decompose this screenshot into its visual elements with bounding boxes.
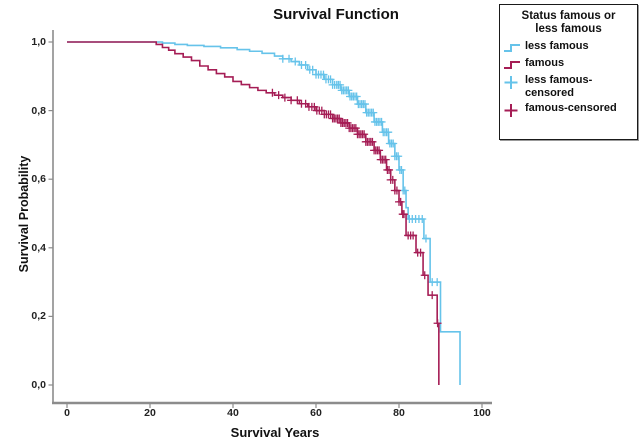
legend-entry-less-famous: less famous [503, 40, 634, 55]
x-tick-label: 20 [144, 407, 156, 419]
legend-label: famous [525, 57, 565, 70]
censored-mark [433, 319, 442, 328]
censored-mark [394, 152, 403, 161]
censored-mark [409, 231, 418, 240]
legend-entry-less-famous-censored: less famous-censored [503, 74, 634, 99]
censored-mark [344, 86, 353, 95]
censored-mark [268, 88, 277, 97]
censored-mark [291, 57, 300, 66]
y-tick-label: 0,8 [31, 105, 46, 117]
censored-mark [343, 118, 352, 127]
legend-title-line1: Status famous or [521, 10, 616, 22]
censored-mark [421, 234, 430, 243]
censored-mark [420, 271, 429, 280]
censored-mark [399, 210, 408, 219]
chart-title: Survival Function [273, 6, 399, 23]
censored-mark [377, 117, 386, 126]
censored-mark [285, 54, 294, 63]
censored-mark [351, 124, 360, 133]
censored-mark [418, 214, 427, 223]
x-axis-title: Survival Years [230, 425, 320, 440]
legend-title: Status famous or less famous [503, 10, 634, 36]
y-tick-label: 0,6 [31, 173, 46, 185]
censored-mark [400, 186, 409, 195]
censored-mark [388, 175, 397, 184]
y-tick-label: 0,4 [31, 242, 46, 254]
censored-mark [336, 80, 345, 89]
legend-label: famous-censored [525, 101, 617, 114]
censored-mark [381, 155, 390, 164]
censored-mark [392, 186, 401, 195]
censored-mark [375, 146, 384, 155]
legend-label: less famous-censored [525, 74, 593, 100]
y-tick-label: 1,0 [31, 36, 46, 48]
censored-mark [308, 65, 317, 74]
legend-entry-famous: famous [503, 57, 634, 72]
survival-curve [67, 41, 440, 385]
censored-mark [385, 165, 394, 174]
legend-title-line2: less famous [535, 23, 602, 36]
censored-mark [416, 248, 425, 257]
y-tick-label: 0,2 [31, 310, 46, 322]
censored-cross-icon [503, 74, 525, 90]
censored-mark [326, 110, 335, 119]
step-line-icon [503, 57, 525, 72]
censored-mark [384, 128, 393, 137]
censored-mark [335, 114, 344, 123]
x-tick-label: 80 [393, 407, 405, 419]
x-tick-label: 60 [310, 407, 322, 419]
censored-mark [301, 60, 310, 69]
x-tick-label: 0 [64, 407, 70, 419]
censored-mark [326, 75, 335, 84]
y-tick-label: 0,0 [31, 379, 46, 391]
x-tick-label: 100 [473, 407, 491, 419]
censored-mark [433, 278, 442, 287]
step-line-icon [503, 40, 525, 55]
censored-mark [396, 197, 405, 206]
censored-mark [360, 130, 369, 139]
legend: Status famous or less famous less famous… [499, 4, 638, 140]
censored-mark [293, 96, 302, 105]
survival-curve [67, 41, 461, 385]
legend-label: less famous [525, 40, 589, 53]
censored-mark [274, 91, 283, 100]
censored-mark [428, 291, 437, 300]
censored-mark [368, 137, 377, 146]
legend-entries: less famous famous less famous-censored … [503, 40, 634, 117]
censored-mark [389, 139, 398, 148]
x-tick-label: 40 [227, 407, 239, 419]
censored-mark [360, 100, 369, 109]
legend-entry-famous-censored: famous-censored [503, 102, 634, 118]
censored-mark [352, 92, 361, 101]
censored-mark [397, 165, 406, 174]
censored-cross-icon [503, 102, 525, 118]
censored-mark [319, 70, 328, 79]
censored-mark [280, 93, 289, 102]
censored-mark [369, 108, 378, 117]
